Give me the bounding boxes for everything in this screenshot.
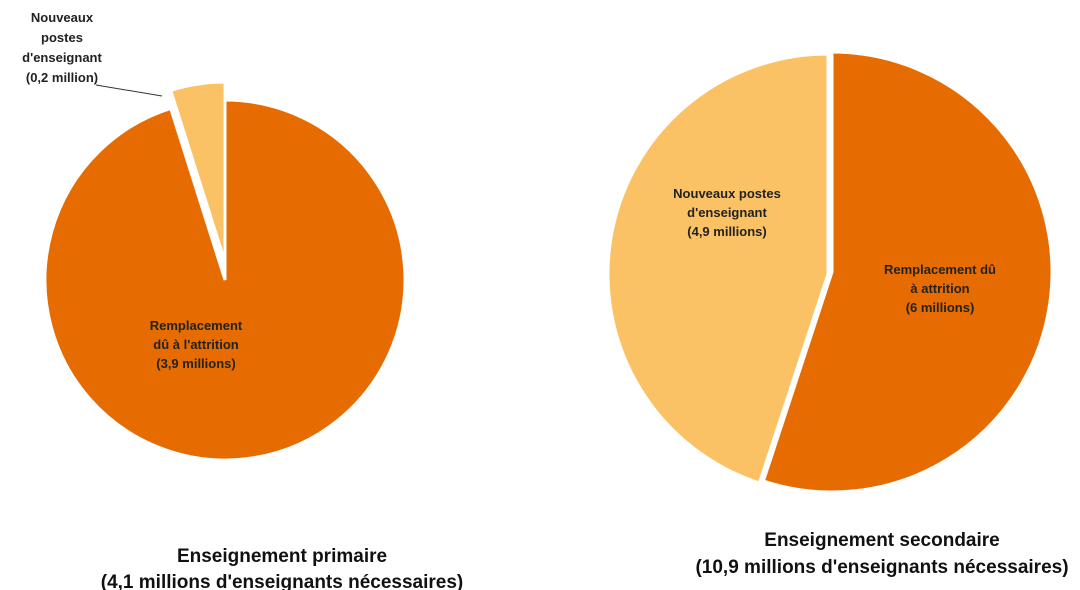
slice-label-replacement: Remplacement dû à attrition (6 millions): [884, 262, 996, 315]
pie-slice-new-posts: [168, 80, 227, 263]
chart-title: Enseignement primaire: [177, 546, 387, 567]
pie-chart-1: Nouveaux postes d'enseignant (0,2 million) R…: [22, 10, 463, 590]
pie-slice-replacement: [43, 98, 407, 462]
chart-subtitle: (10,9 millions d'enseignants nécessaires…: [695, 557, 1068, 578]
pie-slice-new-posts: [606, 52, 830, 485]
pie-chart-2: Nouveaux postes d'enseignant (4,9 millions…: [606, 50, 1069, 578]
slice-label-new-posts: Nouveaux postes d'enseignant (4,9 millions…: [673, 186, 781, 239]
chart-title: Enseignement secondaire: [764, 530, 999, 551]
label-leader-line: [95, 84, 163, 97]
slice-label-replacement: Remplacement dû à l'attrition (3,9 million…: [150, 318, 243, 371]
chart-subtitle: (4,1 millions d'enseignants nécessaires): [101, 572, 464, 590]
pie-slice-replacement: [761, 50, 1054, 494]
slice-label-new-posts: Nouveaux postes d'enseignant (0,2 million): [22, 10, 102, 85]
